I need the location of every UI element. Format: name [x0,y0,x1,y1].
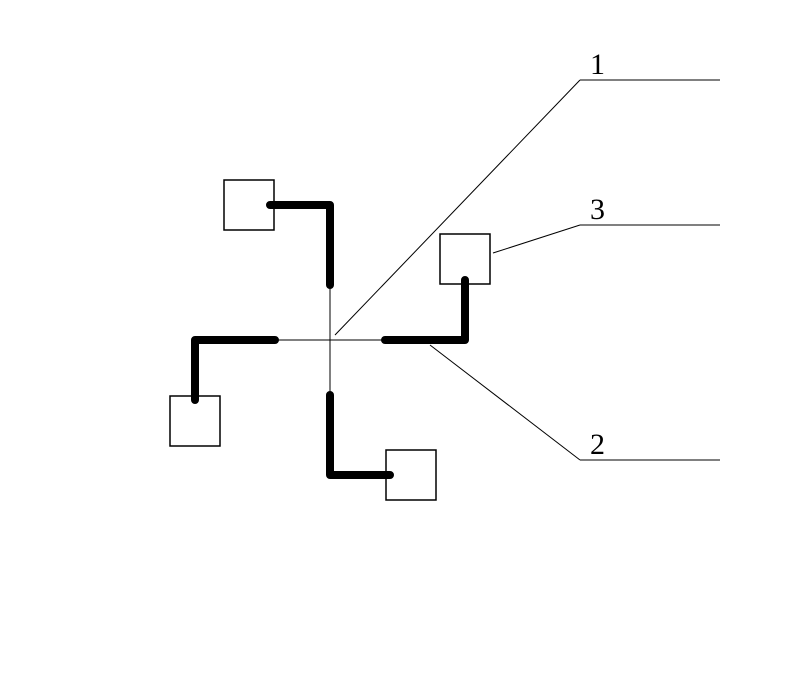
label-3: 3 [590,193,605,226]
leader-1 [335,80,580,335]
leader-3 [493,225,580,253]
arm-right [385,280,465,340]
arm-top [270,205,330,285]
diagram-root: 1 3 2 [0,0,800,680]
leader-2 [430,345,580,460]
label-1: 1 [590,48,605,81]
arm-bottom [330,395,390,475]
labels-group: 1 3 2 [335,48,720,461]
label-2: 2 [590,428,605,461]
arm-left [195,340,275,400]
